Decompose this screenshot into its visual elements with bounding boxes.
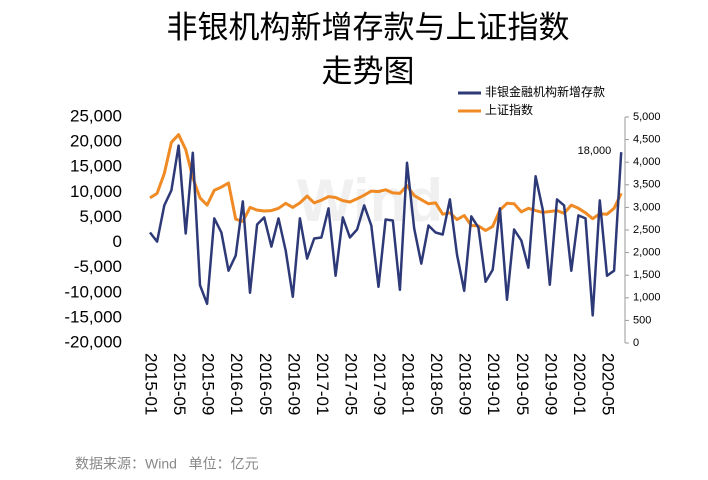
y2-tick-label: 5,000 bbox=[633, 111, 661, 123]
y2-tick-label: 3,500 bbox=[633, 179, 661, 191]
x-tick-label: 2017-01 bbox=[313, 353, 332, 415]
x-tick-label: 2017-05 bbox=[341, 353, 360, 415]
x-tick-label: 2019-05 bbox=[513, 353, 532, 415]
y-tick-label: 0 bbox=[113, 232, 122, 251]
chart-title: 走势图 bbox=[322, 54, 415, 89]
x-tick-label: 2016-05 bbox=[256, 353, 275, 415]
x-tick-label: 2018-05 bbox=[427, 353, 446, 415]
x-tick-label: 2017-09 bbox=[370, 353, 389, 415]
x-tick-label: 2019-01 bbox=[484, 353, 503, 415]
legend-label: 上证指数 bbox=[485, 102, 533, 117]
x-tick-label: 2016-09 bbox=[284, 353, 303, 415]
data-label: 18,000 bbox=[578, 145, 612, 157]
y-tick-label: -15,000 bbox=[64, 307, 122, 326]
y2-tick-label: 1,000 bbox=[633, 292, 661, 304]
x-tick-label: 2015-05 bbox=[170, 353, 189, 415]
y-tick-label: 15,000 bbox=[70, 157, 122, 176]
y-tick-label: -5,000 bbox=[74, 257, 122, 276]
x-tick-label: 2015-01 bbox=[142, 353, 161, 415]
x-tick-label: 2018-01 bbox=[399, 353, 418, 415]
y-tick-label: 20,000 bbox=[70, 132, 122, 151]
y2-tick-label: 4,000 bbox=[633, 156, 661, 168]
y2-tick-label: 1,500 bbox=[633, 269, 661, 281]
legend-label: 非银金融机构新增存款 bbox=[485, 84, 605, 99]
x-tick-label: 2020-01 bbox=[570, 353, 589, 415]
y-tick-label: -10,000 bbox=[64, 282, 122, 301]
source-note: 数据来源：Wind 单位：亿元 bbox=[75, 456, 259, 472]
y-tick-label: 5,000 bbox=[79, 207, 122, 226]
y2-tick-label: 2,000 bbox=[633, 247, 661, 259]
x-tick-label: 2016-01 bbox=[227, 353, 246, 415]
y2-tick-label: 0 bbox=[633, 337, 639, 349]
y2-tick-label: 500 bbox=[633, 314, 651, 326]
y-tick-label: 10,000 bbox=[70, 182, 122, 201]
series-line bbox=[149, 144, 623, 317]
chart-title: 非银机构新增存款与上证指数 bbox=[167, 10, 570, 45]
x-tick-label: 2015-09 bbox=[199, 353, 218, 415]
y2-tick-label: 2,500 bbox=[633, 224, 661, 236]
y-tick-label: -20,000 bbox=[64, 332, 122, 351]
y2-tick-label: 4,500 bbox=[633, 134, 661, 146]
x-tick-label: 2018-09 bbox=[456, 353, 475, 415]
x-tick-label: 2020-05 bbox=[598, 353, 617, 415]
y-tick-label: 25,000 bbox=[70, 106, 122, 125]
x-tick-label: 2019-09 bbox=[541, 353, 560, 415]
y2-tick-label: 3,000 bbox=[633, 201, 661, 213]
